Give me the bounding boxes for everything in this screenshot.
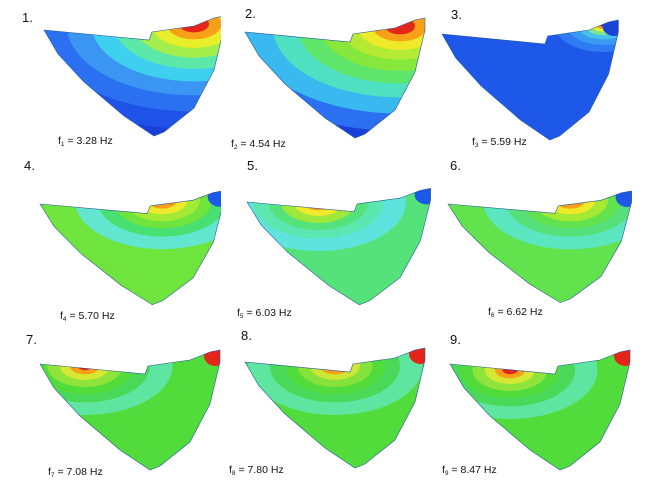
structure-outline (39, 349, 221, 471)
contour-bands (40, 350, 220, 470)
mode-panel-8: 8. f8 = 7.80 Hz (221, 324, 442, 486)
mode-frequency: f5 = 6.03 Hz (237, 307, 292, 320)
contour-band (179, 16, 209, 33)
mode-frequency: f6 = 6.62 Hz (488, 306, 543, 319)
contour-band (166, 16, 221, 40)
mode-panel-9: 9. f9 = 8.47 Hz (442, 324, 663, 486)
contour-band (70, 357, 100, 375)
contour-bands (247, 188, 431, 305)
mode-number: 4. (24, 158, 36, 173)
mode-panel-5: 5. f5 = 6.03 Hz (221, 158, 442, 324)
contour-band (409, 348, 425, 364)
structure-outline (447, 190, 632, 303)
structure-outline (442, 19, 619, 141)
mode-shape-5 (246, 188, 431, 306)
structure-outline (449, 349, 631, 471)
mode-panel-4: 4. f4 = 5.70 Hz (0, 158, 221, 324)
mode-number: 7. (26, 332, 38, 347)
structure-outline (246, 188, 431, 306)
contour-band (320, 357, 350, 375)
mode-shape-7 (39, 349, 221, 471)
structure-outline (39, 190, 221, 306)
contour-band (310, 197, 326, 207)
mode-shape-9 (449, 349, 631, 471)
contour-band (154, 196, 170, 205)
mode-shape-1 (43, 16, 221, 137)
mode-shape-4 (39, 190, 221, 306)
mode-frequency: f2 = 4.54 Hz (231, 138, 286, 151)
contour-band (280, 188, 356, 223)
contour-band (147, 191, 178, 209)
contour-band (602, 20, 619, 36)
mode-panel-3: 3. f3 = 5.59 Hz (442, 0, 663, 162)
mode-number: 3. (451, 7, 463, 22)
mode-number: 5. (247, 158, 259, 173)
mode-frequency: f1 = 3.28 Hz (58, 135, 113, 148)
mode-number: 1. (22, 10, 34, 25)
mode-frequency: f7 = 7.08 Hz (48, 466, 103, 479)
contour-band (615, 191, 632, 207)
mode-frequency: f4 = 5.70 Hz (60, 310, 115, 323)
contour-band (297, 348, 373, 387)
contour-bands (40, 190, 221, 305)
contour-band (124, 190, 200, 222)
structure-outline (244, 347, 426, 469)
contour-band (555, 191, 586, 209)
mode-panel-2: 2. f2 = 4.54 Hz (221, 0, 442, 162)
contour-bands (245, 348, 425, 468)
contour-band (327, 361, 343, 371)
mode-shape-8 (244, 347, 426, 469)
mode-panel-7: 7. f7 = 7.08 Hz (0, 324, 221, 486)
contour-band (414, 188, 431, 205)
mode-number: 2. (245, 6, 257, 21)
mode-frequency: f8 = 7.80 Hz (229, 464, 284, 477)
mode-number: 8. (241, 328, 253, 343)
contour-band (532, 191, 608, 222)
contour-band (60, 352, 110, 380)
structure-outline (43, 16, 221, 137)
contour-band (614, 350, 630, 366)
contour-band (562, 196, 578, 205)
mode-shape-3 (442, 19, 619, 141)
mode-number: 6. (450, 158, 462, 173)
mode-shape-2 (244, 17, 426, 139)
mode-frequency: f9 = 8.47 Hz (442, 464, 497, 477)
mode-shape-6 (447, 190, 632, 303)
contour-band (293, 188, 344, 216)
contour-band (545, 191, 596, 215)
contour-band (137, 190, 188, 215)
contour-bands (450, 350, 630, 470)
structure-outline (244, 17, 426, 139)
contour-band (303, 193, 334, 211)
mode-panel-6: 6. f6 = 6.62 Hz (442, 158, 663, 324)
mode-number: 9. (450, 332, 462, 347)
contour-bands (448, 191, 632, 303)
mode-frequency: f3 = 5.59 Hz (472, 136, 527, 149)
mode-panel-1: 1. f1 = 3.28 Hz (0, 0, 221, 162)
